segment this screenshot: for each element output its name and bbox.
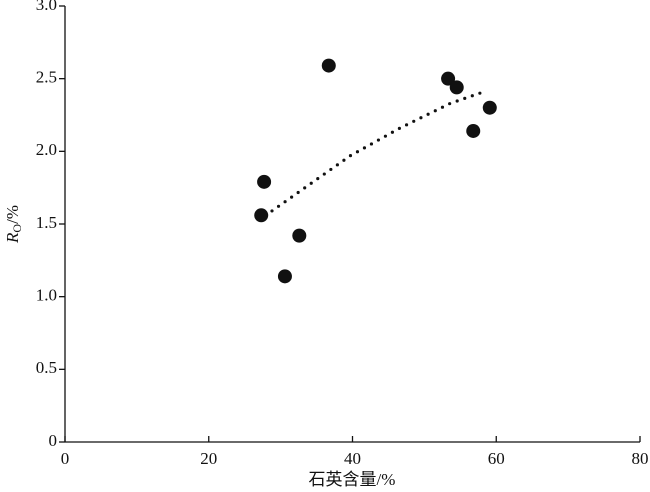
y-tick-label: 1.5: [36, 213, 57, 232]
point: [441, 71, 456, 86]
y-tick-label: 3.0: [36, 0, 57, 14]
point: [466, 123, 481, 138]
point: [321, 58, 336, 73]
x-tick-label: 80: [632, 449, 649, 468]
y-axis-label: RO/%: [3, 205, 24, 244]
trendline: [270, 90, 486, 213]
point: [292, 228, 307, 243]
point: [257, 174, 272, 189]
y-label-main: R: [3, 232, 22, 244]
x-axis-label: 石英含量/%: [309, 470, 396, 489]
point: [254, 208, 269, 223]
y-tick-label: 0: [49, 431, 58, 450]
point: [482, 100, 497, 115]
y-tick-label: 1.0: [36, 286, 57, 305]
x-tick-label: 40: [344, 449, 361, 468]
x-tick-label: 60: [488, 449, 505, 468]
y-label-sub: O: [10, 224, 24, 233]
y-tick-label: 2.5: [36, 68, 57, 87]
x-tick-label: 20: [200, 449, 217, 468]
y-tick-label: 2.0: [36, 140, 57, 159]
x-tick-label: 0: [61, 449, 70, 468]
y-tick-label: 0.5: [36, 358, 57, 377]
y-label-unit: /%: [3, 205, 22, 224]
point: [277, 269, 292, 284]
point: [449, 80, 464, 95]
